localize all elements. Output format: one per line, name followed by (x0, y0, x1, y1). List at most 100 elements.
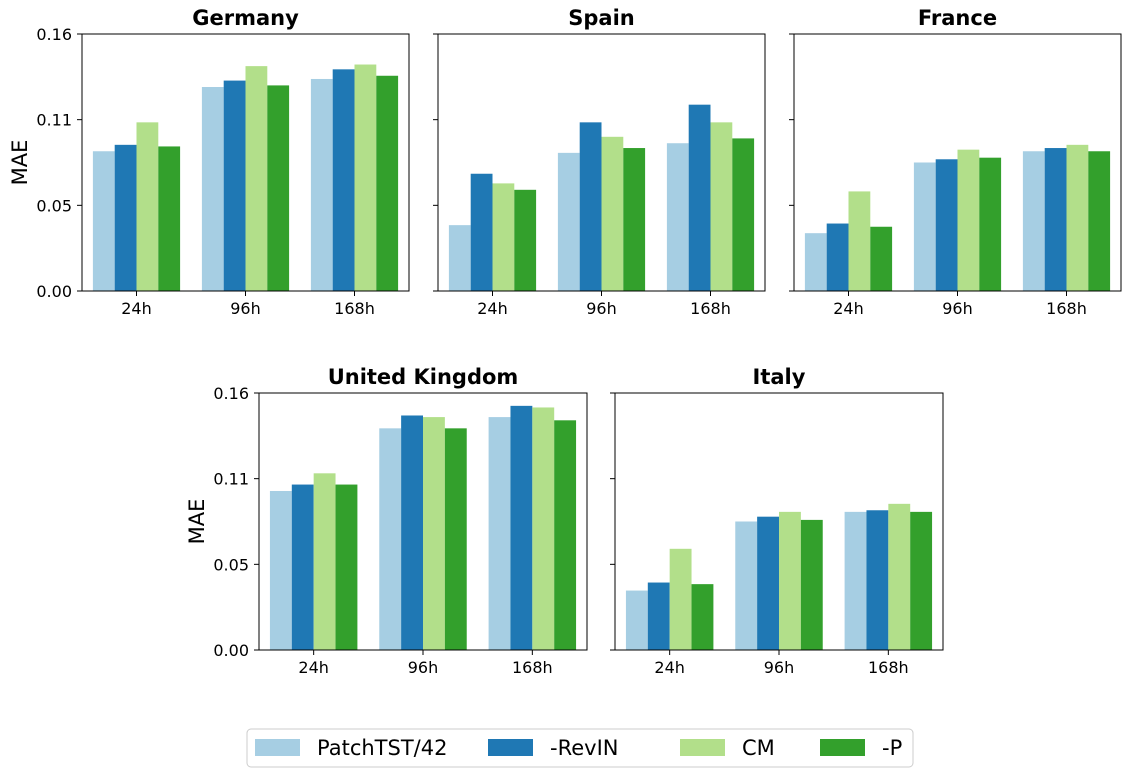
bar-france-2-3 (1088, 151, 1111, 291)
bar-united-kingdom-0-2 (313, 473, 336, 650)
x-tick-label: 96h (586, 299, 617, 318)
x-tick-label: 24h (298, 658, 329, 677)
x-tick-label: 168h (512, 658, 553, 677)
x-tick-label: 24h (121, 299, 152, 318)
x-tick-label: 168h (868, 658, 909, 677)
bar-france-0-3 (870, 226, 893, 291)
bar-spain-2-1 (688, 104, 711, 291)
y-axis-label: MAE (185, 499, 209, 545)
legend-swatch-1 (488, 739, 533, 756)
bar-spain-1-0 (557, 152, 580, 291)
y-tick-label: 0.11 (213, 470, 249, 489)
legend-label-1: -RevIN (550, 736, 618, 760)
y-tick-label: 0.11 (36, 111, 72, 130)
legend-label-2: CM (742, 736, 775, 760)
bar-spain-1-3 (623, 148, 646, 291)
bar-united-kingdom-1-1 (401, 415, 423, 650)
bar-united-kingdom-0-0 (269, 490, 292, 650)
bar-italy-1-3 (800, 519, 823, 650)
bar-italy-0-0 (625, 590, 648, 650)
bar-germany-1-1 (223, 80, 246, 291)
y-tick-label: 0.16 (36, 25, 72, 44)
bar-italy-1-2 (779, 511, 801, 650)
bar-italy-2-2 (888, 503, 911, 650)
y-tick-label: 0.16 (213, 384, 249, 403)
panel-title: Germany (192, 6, 299, 30)
x-tick-label: 24h (833, 299, 864, 318)
panel-title: Spain (568, 6, 634, 30)
x-tick-label: 168h (334, 299, 375, 318)
bar-france-0-2 (848, 191, 871, 291)
bar-united-kingdom-2-1 (510, 405, 533, 650)
x-tick-label: 96h (942, 299, 973, 318)
bar-germany-1-0 (201, 87, 224, 291)
bar-germany-2-2 (354, 64, 377, 291)
bar-germany-2-0 (310, 78, 333, 291)
panel-title: United Kingdom (328, 365, 519, 389)
bar-italy-2-1 (866, 510, 889, 650)
bar-france-1-2 (957, 149, 980, 291)
bar-italy-0-3 (691, 584, 714, 650)
bar-spain-1-2 (601, 136, 624, 291)
x-tick-label: 96h (230, 299, 261, 318)
bar-spain-0-3 (514, 189, 537, 291)
bar-france-2-2 (1066, 144, 1089, 291)
bar-germany-1-2 (245, 66, 268, 291)
y-tick-label: 0.05 (213, 555, 249, 574)
y-axis-label: MAE (8, 140, 32, 186)
bar-germany-0-2 (136, 122, 159, 291)
bar-united-kingdom-2-3 (554, 420, 577, 650)
bar-france-2-1 (1044, 148, 1067, 291)
legend-swatch-2 (680, 739, 725, 756)
bar-united-kingdom-0-3 (335, 484, 358, 650)
bar-italy-2-3 (910, 511, 933, 650)
bar-united-kingdom-0-1 (291, 484, 314, 650)
bar-united-kingdom-2-0 (488, 417, 511, 650)
bar-germany-0-1 (114, 144, 137, 291)
bar-spain-1-1 (579, 122, 602, 291)
bar-spain-2-3 (732, 138, 755, 291)
bar-germany-1-3 (267, 85, 290, 292)
bar-germany-2-1 (332, 69, 355, 292)
bar-france-1-0 (913, 162, 936, 291)
bar-italy-1-1 (757, 516, 779, 650)
x-tick-label: 96h (764, 658, 795, 677)
bar-spain-0-0 (448, 225, 471, 291)
bar-spain-0-1 (470, 173, 493, 291)
x-tick-label: 24h (477, 299, 508, 318)
bar-italy-1-0 (735, 521, 758, 650)
bar-italy-2-0 (844, 511, 867, 650)
bar-france-1-1 (935, 159, 958, 291)
bar-germany-0-0 (92, 151, 115, 291)
bar-germany-2-3 (376, 75, 399, 291)
bar-italy-0-1 (647, 582, 670, 650)
bar-germany-0-3 (158, 146, 181, 291)
panel-title: Italy (753, 365, 806, 389)
bar-united-kingdom-1-0 (379, 428, 402, 650)
legend-swatch-0 (255, 739, 300, 756)
bar-italy-0-2 (669, 548, 692, 650)
x-tick-label: 168h (1046, 299, 1087, 318)
bar-united-kingdom-2-2 (532, 407, 555, 650)
bar-france-2-0 (1022, 151, 1045, 291)
legend-label-3: -P (882, 736, 902, 760)
legend-label-0: PatchTST/42 (317, 736, 447, 760)
bar-spain-0-2 (492, 183, 515, 291)
panel-title: France (918, 6, 997, 30)
x-tick-label: 168h (690, 299, 731, 318)
y-tick-label: 0.00 (213, 641, 249, 660)
x-tick-label: 96h (408, 658, 439, 677)
x-tick-label: 24h (654, 658, 685, 677)
bar-france-0-0 (804, 233, 827, 291)
bar-united-kingdom-1-3 (444, 428, 467, 650)
bar-france-0-1 (826, 223, 849, 291)
y-tick-label: 0.05 (36, 196, 72, 215)
bar-spain-2-2 (710, 122, 733, 291)
y-tick-label: 0.00 (36, 282, 72, 301)
bar-spain-2-0 (666, 143, 689, 291)
legend-swatch-3 (820, 739, 865, 756)
bar-france-1-3 (979, 157, 1002, 291)
bar-united-kingdom-1-2 (423, 417, 445, 650)
legend-box (246, 728, 914, 768)
